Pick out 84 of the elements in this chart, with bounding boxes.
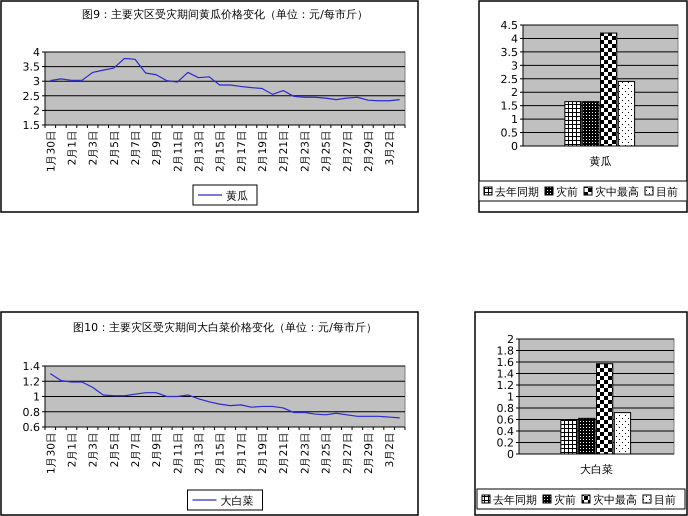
- line-series: [50, 373, 400, 418]
- y-tick-label: 0: [511, 140, 518, 153]
- legend-label: 灾中最高: [593, 494, 637, 506]
- y-tick-label: 4: [33, 46, 40, 59]
- x-tick-label: 2月27日: [342, 130, 354, 172]
- x-tick-label: 2月7日: [130, 130, 142, 166]
- legend-label: 目前: [656, 186, 678, 198]
- legend-label: 去年同期: [495, 186, 539, 198]
- y-tick-label: 1.4: [496, 368, 514, 380]
- legend-label: 去年同期: [493, 494, 537, 506]
- legend-label: 灾前: [554, 494, 576, 506]
- y-tick-label: 1.2: [496, 379, 514, 392]
- legend-label: 灾中最高: [595, 186, 639, 198]
- x-tick-label: 2月11日: [172, 130, 184, 172]
- y-tick-label: 1.4: [22, 360, 40, 373]
- y-tick-label: 0.6: [22, 421, 40, 434]
- y-tick-label: 3.5: [500, 46, 518, 59]
- x-tick-label: 1月30日: [45, 432, 58, 474]
- x-tick-label: 2月29日: [362, 432, 375, 474]
- x-tick-label: 2月5日: [108, 432, 121, 468]
- y-tick-label: 2: [511, 86, 518, 100]
- x-tick-label: 2月9日: [151, 130, 164, 166]
- x-tick-label: 1月30日: [45, 130, 58, 172]
- y-tick-label: 1: [507, 390, 514, 404]
- legend: 大白菜: [187, 490, 263, 510]
- x-tick-label: 3月2日: [384, 432, 396, 468]
- x-tick-label: 黄瓜: [590, 155, 612, 168]
- x-tick-label: 2月19日: [257, 130, 270, 172]
- y-tick-label: 4: [511, 32, 518, 46]
- x-tick-label: 2月25日: [320, 432, 333, 474]
- y-tick-label: 0.6: [496, 414, 514, 426]
- x-tick-label: 2月21日: [278, 130, 290, 172]
- y-tick-label: 1.6: [496, 356, 514, 369]
- x-tick-label: 2月17日: [236, 432, 248, 474]
- x-tick-label: 2月23日: [299, 432, 312, 474]
- y-tick-label: 0.8: [22, 406, 40, 419]
- x-tick-label: 2月3日: [88, 130, 100, 166]
- chart-title: 图9：主要灾区受灾期间黄瓜价格变化（单位：元/每市斤）: [82, 8, 368, 21]
- legend: 黄瓜: [192, 184, 258, 206]
- x-tick-label: 2月15日: [214, 432, 227, 474]
- chart-title: 图10：主要灾区受灾期间大白菜价格变化（单位：元/每市斤）: [73, 321, 377, 334]
- y-tick-label: 1.2: [22, 375, 40, 388]
- x-tick-label: 2月23日: [299, 130, 312, 172]
- y-tick-label: 4.5: [500, 19, 518, 32]
- y-tick-label: 0.8: [496, 402, 514, 415]
- y-tick-label: 2: [33, 104, 40, 118]
- legend-label: 目前: [654, 494, 676, 506]
- line-series: [50, 58, 400, 102]
- y-tick-label: 1.8: [496, 344, 514, 358]
- x-tick-label: 2月5日: [108, 130, 121, 166]
- x-tick-label: 2月1日: [66, 130, 78, 166]
- x-tick-label: 2月1日: [66, 432, 78, 468]
- x-tick-label: 2月15日: [214, 130, 227, 172]
- x-tick-label: 2月11日: [172, 432, 184, 474]
- y-tick-label: 0.2: [496, 436, 514, 450]
- y-tick-label: 1.5: [500, 100, 518, 113]
- x-tick-label: 2月3日: [88, 432, 100, 468]
- legend-label: 黄瓜: [226, 190, 248, 202]
- x-tick-label: 2月21日: [278, 432, 290, 474]
- x-tick-label: 2月29日: [362, 130, 375, 172]
- y-tick-label: 2: [507, 333, 514, 346]
- x-tick-label: 2月13日: [194, 432, 206, 474]
- x-tick-label: 大白菜: [580, 463, 613, 476]
- x-tick-label: 2月17日: [236, 130, 248, 172]
- x-tick-label: 2月25日: [320, 130, 333, 172]
- x-tick-label: 3月2日: [384, 130, 396, 166]
- y-tick-label: 0.4: [496, 425, 514, 438]
- y-tick-label: 0.5: [500, 126, 518, 140]
- y-tick-label: 2.5: [22, 90, 40, 103]
- y-tick-label: 1.5: [22, 119, 40, 132]
- y-tick-label: 3.5: [22, 60, 40, 74]
- x-tick-label: 2月19日: [257, 432, 270, 474]
- legend-label: 灾前: [556, 186, 578, 198]
- x-tick-label: 2月7日: [130, 432, 142, 468]
- x-tick-label: 2月13日: [194, 130, 206, 172]
- y-tick-label: 1: [511, 113, 518, 126]
- x-tick-label: 2月9日: [151, 432, 164, 468]
- y-tick-label: 2.5: [500, 72, 518, 86]
- x-tick-label: 2月27日: [342, 432, 354, 474]
- legend-label: 大白菜: [220, 494, 254, 508]
- y-tick-label: 0: [507, 448, 514, 461]
- y-tick-label: 1: [33, 390, 40, 404]
- y-tick-label: 3: [511, 59, 518, 72]
- y-tick-label: 3: [33, 75, 40, 88]
